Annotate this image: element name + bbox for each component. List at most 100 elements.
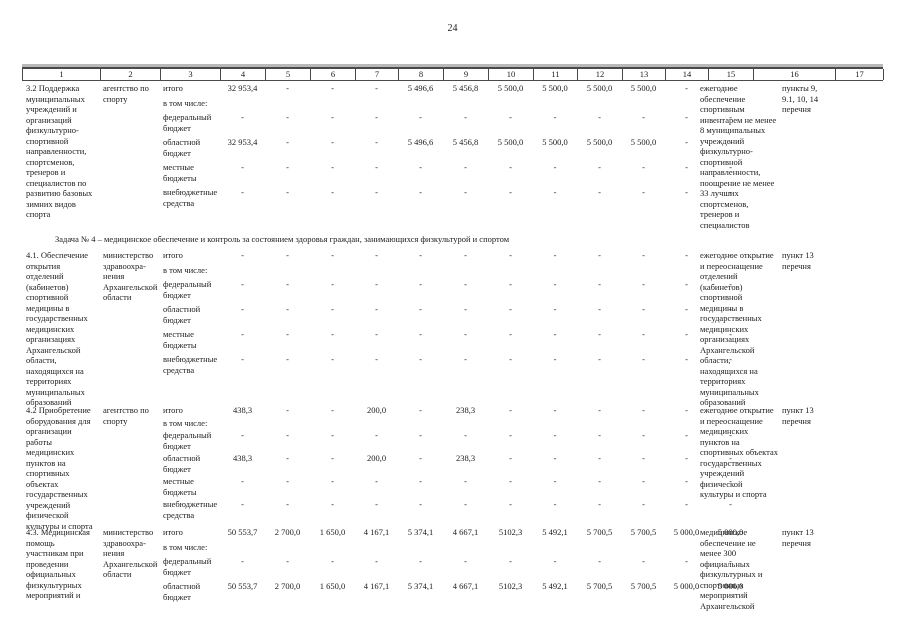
- budget-value: 5 000,0: [673, 527, 700, 537]
- budget-value: -: [464, 162, 467, 172]
- budget-value: -: [685, 499, 688, 509]
- budget-value: -: [685, 83, 688, 93]
- budget-value: -: [598, 405, 601, 415]
- table-header-cell: 12: [578, 69, 623, 80]
- budget-value: -: [464, 329, 467, 339]
- budget-value: -: [241, 499, 244, 509]
- budget-value: 5 000,0: [673, 581, 700, 591]
- budget-value: -: [642, 405, 645, 415]
- budget-value: -: [375, 279, 378, 289]
- budget-value: -: [509, 556, 512, 566]
- budget-value: 5 500,0: [630, 137, 657, 147]
- budget-value: 4 167,1: [363, 581, 390, 591]
- budget-value: -: [598, 476, 601, 486]
- budget-value: -: [241, 187, 244, 197]
- budget-value: -: [464, 250, 467, 260]
- budget-lines: итого - - - - - - - - - - - - в том числе: федеральный…: [160, 250, 732, 408]
- activity-cell: 3.2 Поддержка муниципальных учреждений и…: [26, 83, 93, 219]
- budget-value: -: [685, 354, 688, 364]
- activity-cell: 4.2 Приобретение оборудования для органи…: [26, 405, 93, 531]
- budget-value: 5 500,0: [542, 137, 568, 147]
- budget-value: 5 496,6: [407, 83, 434, 93]
- budget-value: -: [685, 430, 688, 440]
- budget-value: 5 500,0: [497, 83, 524, 93]
- budget-value: -: [286, 250, 289, 260]
- budget-value: -: [598, 499, 601, 509]
- budget-value: -: [419, 304, 422, 314]
- budget-line: в том числе:: [160, 418, 698, 429]
- budget-value: -: [553, 430, 557, 440]
- budget-line: областной бюджет - - - - - - - - - - - -: [160, 304, 732, 325]
- budget-value: 4 667,1: [452, 581, 479, 591]
- budget-value: -: [509, 187, 512, 197]
- budget-label: внебюджетные средства: [163, 354, 218, 375]
- budget-value: 5 492,1: [542, 581, 568, 591]
- budget-value: -: [419, 329, 422, 339]
- budget-value: -: [419, 112, 422, 122]
- budget-value: -: [642, 250, 645, 260]
- budget-value: 5 500,0: [586, 83, 613, 93]
- budget-value: -: [685, 476, 688, 486]
- budget-line: областной бюджет 32 953,4 - - - 5 496,6 5 456,…: [160, 137, 732, 158]
- table-header-cell: 15: [709, 69, 754, 80]
- budget-value: -: [286, 279, 289, 289]
- budget-value: -: [509, 476, 512, 486]
- budget-value: -: [464, 476, 467, 486]
- table-header-cell: 8: [399, 69, 444, 80]
- budget-value: 5 700,5: [586, 527, 613, 537]
- budget-value: -: [729, 354, 732, 364]
- budget-value: -: [286, 304, 289, 314]
- budget-value: -: [331, 405, 334, 415]
- budget-value: -: [331, 499, 334, 509]
- budget-value: -: [685, 453, 688, 463]
- result-cell: ежегодное открытие и переоснащение отдел…: [700, 250, 774, 407]
- budget-lines: итого 50 553,7 2 700,0 1 650,0 4 167,1 5 374,…: [160, 527, 743, 640]
- budget-value: -: [598, 556, 601, 566]
- budget-value: -: [375, 162, 378, 172]
- table-header-cell: 6: [311, 69, 356, 80]
- activity-cell: 4.1. Обеспечение открытия отделений (каб…: [26, 250, 89, 407]
- budget-value: -: [331, 162, 334, 172]
- budget-line: итого 50 553,7 2 700,0 1 650,0 4 167,1 5 374,…: [160, 527, 743, 538]
- table-header-cell: 13: [623, 69, 666, 80]
- result-cell: ежегодное открытие и переоснащение медиц…: [700, 405, 779, 499]
- budget-label: местные бюджеты: [163, 476, 197, 497]
- budget-line: областной бюджет 438,3 - - 200,0 - 238,3 - - - - - -: [160, 453, 732, 474]
- budget-value: -: [598, 250, 601, 260]
- budget-value: -: [685, 187, 688, 197]
- budget-value: -: [553, 499, 557, 509]
- budget-value: -: [553, 279, 557, 289]
- budget-value: -: [685, 405, 688, 415]
- reference-cell: пункт 13 перечня: [782, 405, 814, 426]
- budget-label: областной бюджет: [163, 304, 201, 325]
- budget-value: -: [553, 354, 557, 364]
- budget-value: -: [331, 137, 334, 147]
- table-header-cell: 14: [666, 69, 709, 80]
- budget-line: в том числе:: [160, 98, 698, 109]
- budget-value: -: [598, 112, 601, 122]
- budget-value: -: [241, 354, 244, 364]
- budget-value: -: [331, 453, 334, 463]
- budget-value: -: [419, 476, 422, 486]
- budget-value: 5 000,0: [717, 527, 744, 537]
- budget-value: -: [729, 137, 732, 147]
- budget-value: -: [375, 499, 378, 509]
- table-header-row: 1 2 3 4 5 6 7 8 9 10 11 12 13 14 15 16 17: [22, 67, 884, 81]
- budget-value: -: [553, 187, 557, 197]
- budget-value: -: [685, 250, 688, 260]
- budget-value: 5 700,5: [586, 581, 613, 591]
- budget-value: -: [286, 499, 289, 509]
- budget-value: -: [331, 304, 334, 314]
- budget-value: -: [729, 329, 732, 339]
- budget-label: итого: [163, 527, 183, 537]
- budget-value: -: [509, 250, 512, 260]
- budget-value: -: [642, 354, 645, 364]
- budget-value: -: [509, 279, 512, 289]
- budget-value: -: [598, 279, 601, 289]
- budget-value: -: [375, 83, 378, 93]
- budget-line: местные бюджеты - - - - - - - - - - - -: [160, 476, 732, 497]
- budget-value: -: [642, 187, 645, 197]
- budget-value: -: [419, 556, 422, 566]
- budget-value: -: [419, 187, 422, 197]
- budget-value: -: [685, 279, 688, 289]
